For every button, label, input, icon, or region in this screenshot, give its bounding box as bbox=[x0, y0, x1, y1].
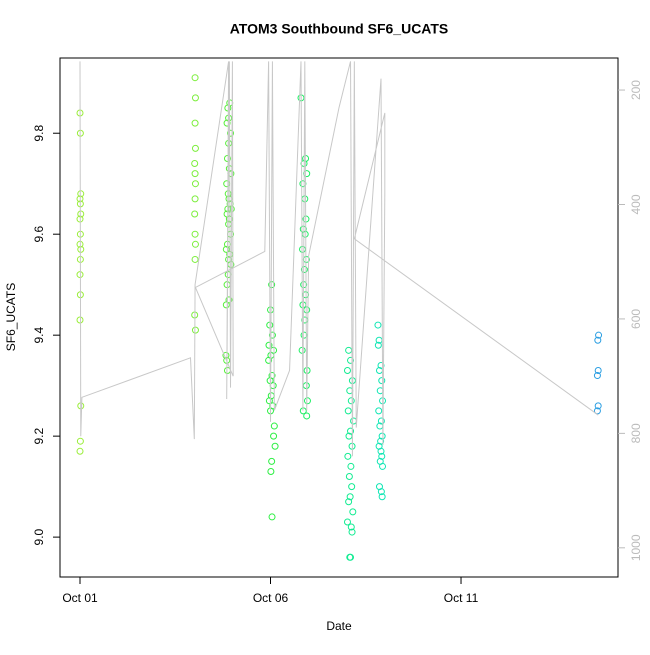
point bbox=[345, 473, 353, 481]
point bbox=[191, 74, 199, 82]
point bbox=[378, 452, 386, 460]
point bbox=[378, 432, 386, 440]
point bbox=[377, 447, 385, 455]
point bbox=[347, 553, 355, 561]
point bbox=[343, 518, 351, 526]
point bbox=[191, 144, 199, 152]
point bbox=[374, 321, 382, 329]
x-axis-label: Date bbox=[326, 619, 352, 633]
point bbox=[378, 377, 386, 385]
point bbox=[300, 331, 308, 339]
point bbox=[303, 397, 311, 405]
point bbox=[76, 316, 84, 324]
y-tick-label: 9.2 bbox=[32, 427, 46, 444]
point bbox=[191, 240, 199, 248]
point bbox=[191, 326, 199, 334]
point bbox=[270, 432, 278, 440]
point bbox=[347, 427, 355, 435]
point bbox=[270, 422, 278, 430]
pressure-line bbox=[79, 61, 599, 457]
point bbox=[76, 447, 84, 455]
point bbox=[374, 341, 382, 349]
point bbox=[593, 372, 601, 380]
y2-tick-label: 200 bbox=[629, 80, 643, 100]
point bbox=[377, 417, 385, 425]
point bbox=[345, 498, 353, 506]
point bbox=[191, 255, 199, 263]
y-tick-label: 9.4 bbox=[32, 327, 46, 344]
y-tick-label: 9.6 bbox=[32, 226, 46, 243]
point bbox=[191, 210, 199, 218]
point bbox=[265, 356, 273, 364]
point bbox=[191, 160, 199, 168]
point bbox=[222, 301, 230, 309]
y-axis-label: SF6_UCATS bbox=[4, 283, 18, 351]
y2-tick-label: 400 bbox=[629, 194, 643, 214]
point bbox=[594, 402, 602, 410]
point bbox=[379, 462, 387, 470]
point bbox=[222, 245, 230, 253]
y2-tick-label: 800 bbox=[629, 423, 643, 443]
point bbox=[265, 397, 273, 405]
point bbox=[346, 493, 354, 501]
point bbox=[191, 230, 199, 238]
point bbox=[191, 119, 199, 127]
point bbox=[268, 513, 276, 521]
point bbox=[347, 523, 355, 531]
y2-tick-label: 600 bbox=[629, 309, 643, 329]
y-tick-label: 9.8 bbox=[32, 125, 46, 142]
point bbox=[594, 367, 602, 375]
x-tick-label: Oct 06 bbox=[253, 591, 289, 605]
point bbox=[349, 508, 357, 516]
point bbox=[347, 356, 355, 364]
point bbox=[191, 195, 199, 203]
point bbox=[267, 467, 275, 475]
point bbox=[347, 462, 355, 470]
point bbox=[377, 488, 385, 496]
point bbox=[344, 407, 352, 415]
point bbox=[375, 407, 383, 415]
point bbox=[303, 412, 311, 420]
y2-tick-label: 1000 bbox=[629, 534, 643, 561]
point bbox=[191, 94, 199, 102]
point bbox=[348, 528, 356, 536]
plot-frame bbox=[59, 57, 619, 578]
point bbox=[347, 397, 355, 405]
point bbox=[378, 493, 386, 501]
point bbox=[377, 437, 385, 445]
x-tick-label: Oct 01 bbox=[62, 591, 98, 605]
point bbox=[265, 341, 273, 349]
point bbox=[594, 336, 602, 344]
point bbox=[223, 154, 231, 162]
point bbox=[191, 180, 199, 188]
y-tick-label: 9.0 bbox=[32, 528, 46, 545]
point bbox=[300, 266, 308, 274]
x-tick-label: Oct 11 bbox=[444, 591, 479, 605]
point bbox=[76, 437, 84, 445]
point bbox=[268, 457, 276, 465]
point bbox=[268, 331, 276, 339]
point bbox=[348, 483, 356, 491]
point bbox=[191, 170, 199, 178]
point bbox=[271, 442, 279, 450]
point bbox=[227, 129, 235, 137]
point bbox=[344, 452, 352, 460]
chart-title: ATOM3 Southbound SF6_UCATS bbox=[230, 21, 449, 37]
point bbox=[343, 367, 351, 375]
point bbox=[595, 331, 603, 339]
